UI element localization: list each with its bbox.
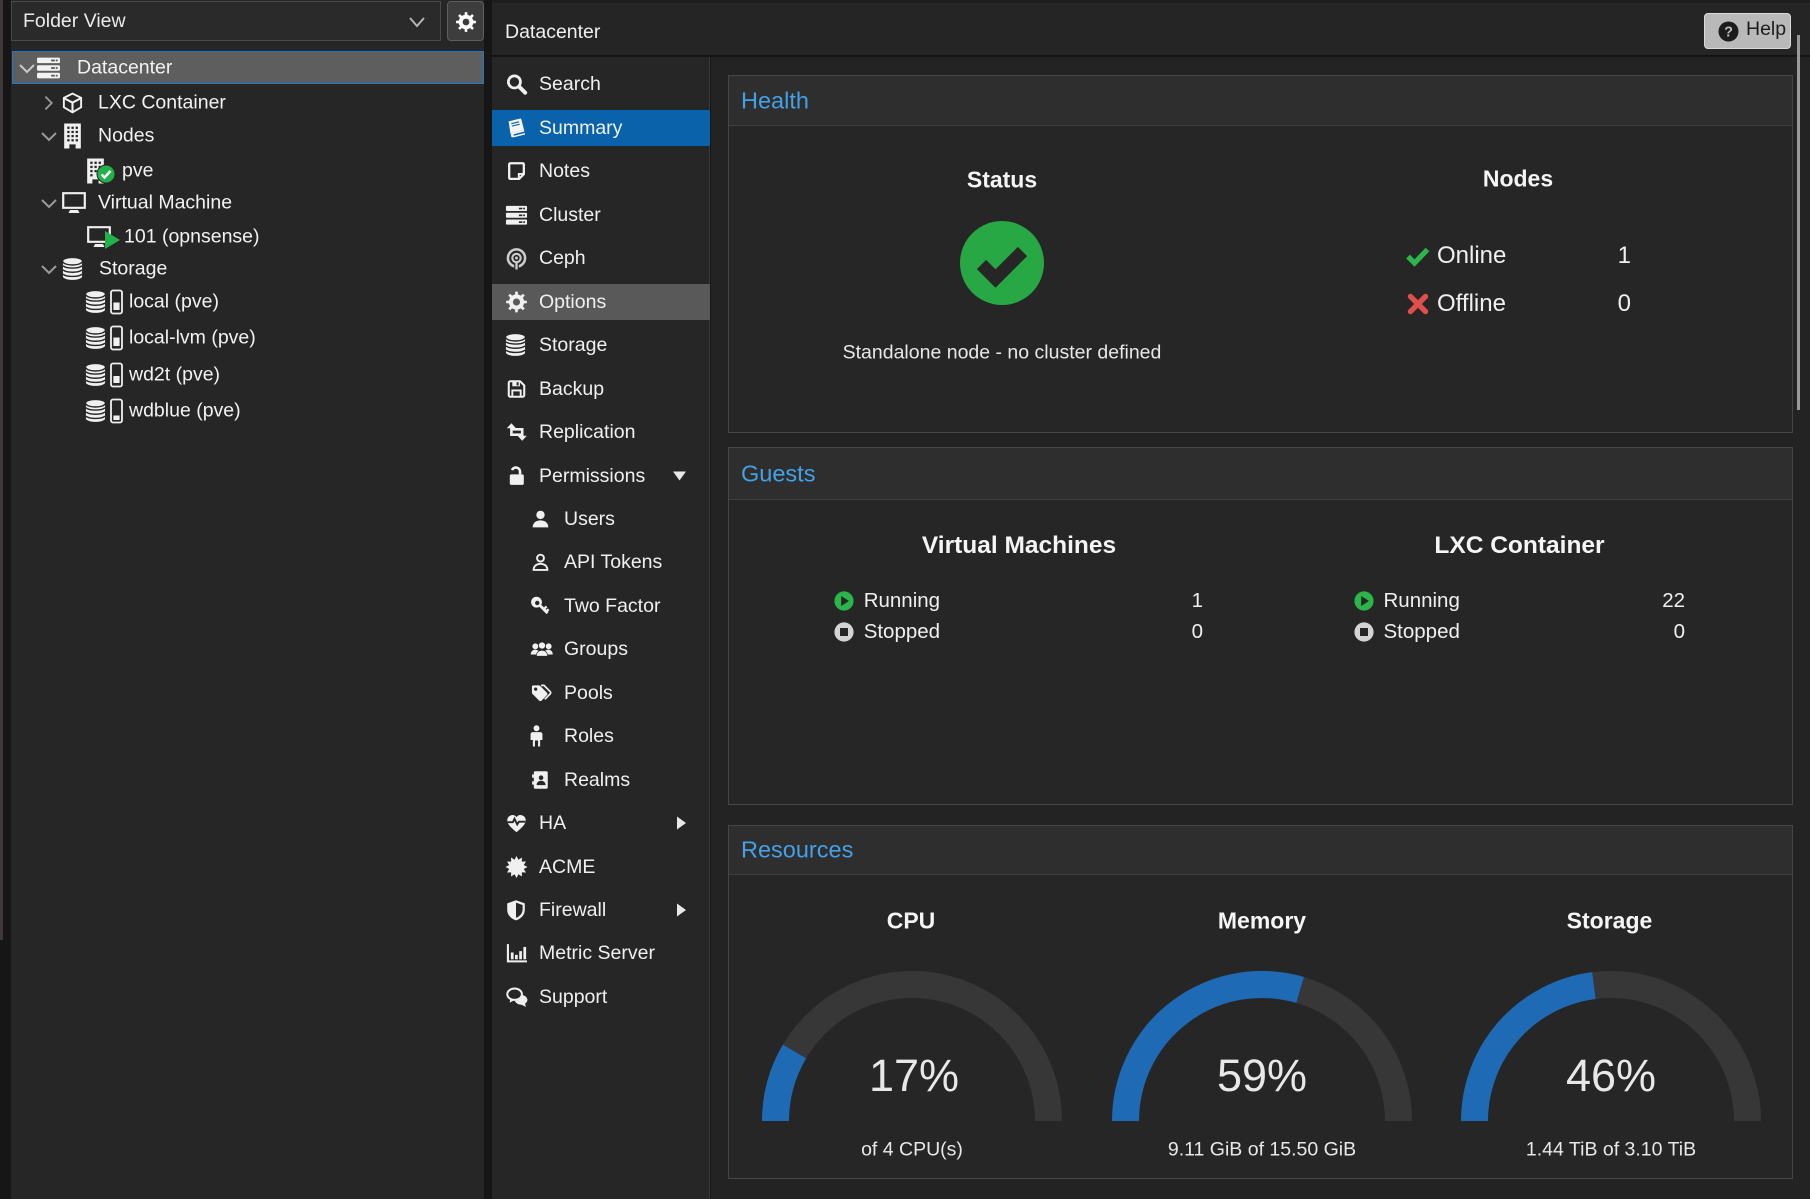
svg-text:?: ? xyxy=(1724,24,1733,40)
